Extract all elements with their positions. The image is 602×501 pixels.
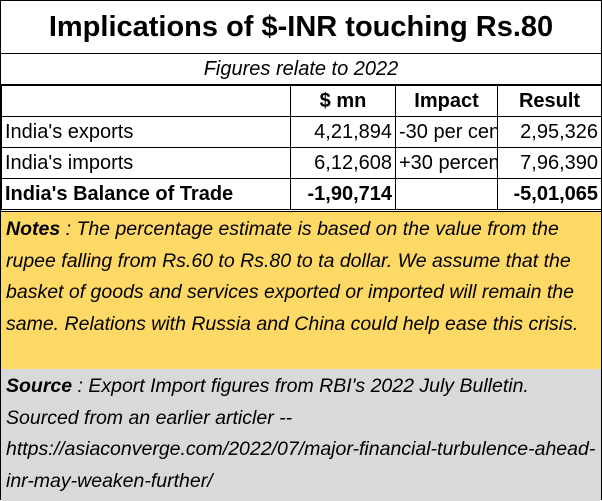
row-value: 6,12,608 — [290, 147, 396, 179]
row-result: 2,95,326 — [497, 116, 602, 148]
row-label: India's exports — [1, 116, 291, 148]
source-text: : Export Import figures from RBI's 2022 … — [6, 375, 596, 492]
table-row-imports: India's imports 6,12,608 +30 percent 7,9… — [1, 147, 602, 179]
header-value: $ mn — [290, 85, 396, 117]
notes-text: : The percentage estimate is based on th… — [6, 218, 579, 335]
row-result: -5,01,065 — [497, 178, 602, 210]
notes-label: Notes — [6, 218, 61, 240]
row-result: 7,96,390 — [497, 147, 602, 179]
trade-table: $ mn Impact Result India's exports 4,21,… — [1, 85, 602, 210]
notes-box: Notes : The percentage estimate is based… — [1, 211, 601, 372]
row-impact: +30 percent — [395, 147, 498, 179]
source-box: Source : Export Import figures from RBI'… — [1, 369, 601, 501]
subtitle: Figures relate to 2022 — [1, 54, 601, 85]
page-title: Implications of $-INR touching Rs.80 — [1, 1, 601, 54]
table-row-balance: India's Balance of Trade -1,90,714 -5,01… — [1, 178, 602, 210]
row-impact — [395, 178, 498, 210]
table-row-exports: India's exports 4,21,894 -30 per cent 2,… — [1, 116, 602, 148]
row-label: India's imports — [1, 147, 291, 179]
header-impact: Impact — [395, 85, 498, 117]
row-value: 4,21,894 — [290, 116, 396, 148]
table-header-row: $ mn Impact Result — [1, 85, 602, 117]
header-label — [1, 85, 291, 117]
row-label: India's Balance of Trade — [1, 178, 291, 210]
row-value: -1,90,714 — [290, 178, 396, 210]
row-impact: -30 per cent — [395, 116, 498, 148]
source-label: Source — [6, 375, 73, 397]
header-result: Result — [497, 85, 602, 117]
